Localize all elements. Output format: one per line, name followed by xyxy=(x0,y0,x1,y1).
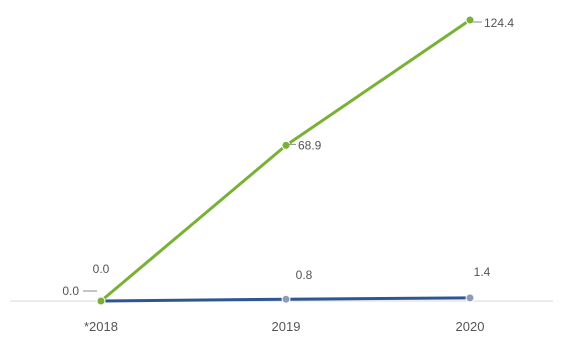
green-data-label-0: 0.0 xyxy=(93,262,110,276)
blue-data-label-0: 0.0 xyxy=(62,284,79,298)
green-point-0 xyxy=(96,296,106,306)
data-label-layer: 0.0 68.9 124.4 0.0 0.8 1.4 xyxy=(62,16,514,298)
x-tick-label-2: 2020 xyxy=(456,319,485,334)
series-line-green xyxy=(99,18,472,303)
blue-data-label-1: 0.8 xyxy=(296,268,313,282)
blue-data-label-2: 1.4 xyxy=(474,265,491,279)
x-tick-layer: *2018 2019 2020 xyxy=(84,319,484,334)
blue-point-2 xyxy=(465,293,475,303)
green-point-1 xyxy=(281,140,291,150)
series-layer xyxy=(96,15,475,306)
blue-point-1 xyxy=(281,294,291,304)
green-point-2 xyxy=(465,15,475,25)
x-tick-label-0: *2018 xyxy=(84,319,118,334)
green-data-label-2: 124.4 xyxy=(484,16,514,30)
x-tick-label-1: 2019 xyxy=(272,319,301,334)
green-data-label-1: 68.9 xyxy=(298,138,322,152)
